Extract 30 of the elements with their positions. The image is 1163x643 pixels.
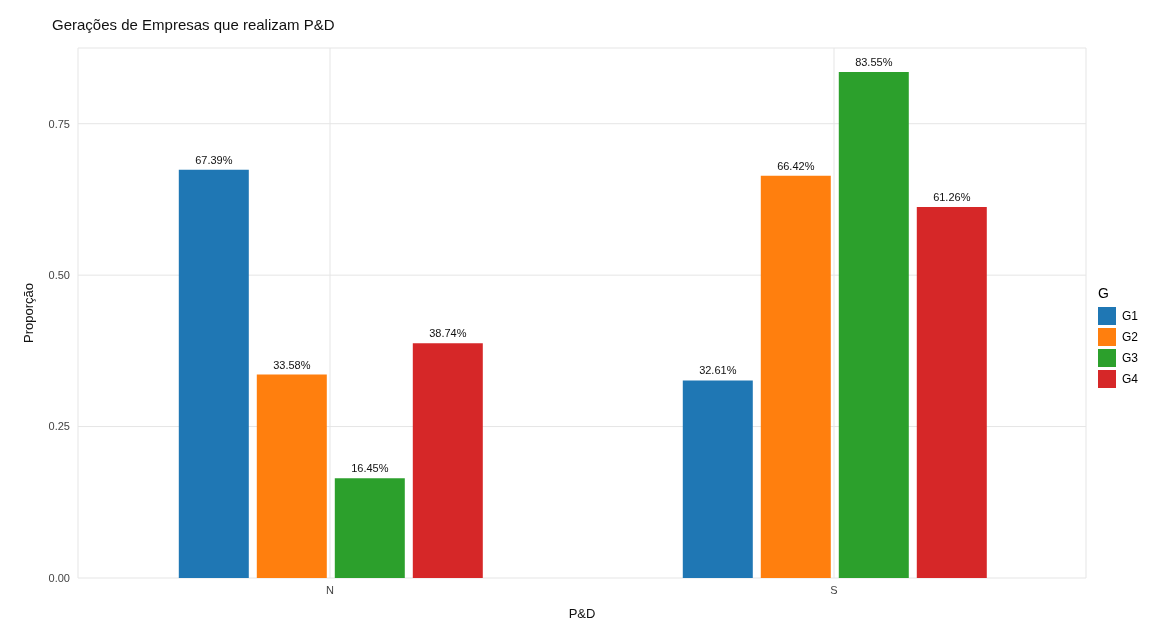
x-axis-title: P&D — [568, 606, 596, 621]
data-label: 33.58% — [273, 358, 311, 371]
legend-label: G4 — [1121, 372, 1138, 386]
legend-label: G2 — [1121, 330, 1138, 344]
data-label: 67.39% — [195, 153, 233, 166]
data-label: 16.45% — [351, 462, 389, 475]
x-tick-label: N — [326, 583, 335, 596]
data-label: 66.42% — [777, 159, 815, 172]
bar — [760, 175, 831, 578]
legend-label: G3 — [1121, 351, 1138, 365]
bar — [838, 71, 909, 578]
x-tick-label: S — [830, 583, 838, 596]
data-label: 61.26% — [933, 190, 971, 203]
bar — [256, 374, 327, 578]
y-tick-label: 0.75 — [48, 117, 70, 130]
bar — [916, 206, 987, 578]
y-tick-label: 0.50 — [48, 269, 70, 282]
bar — [412, 343, 483, 578]
bar — [682, 380, 753, 578]
bar — [178, 169, 249, 578]
data-label: 32.61% — [699, 364, 737, 377]
legend-title: G — [1097, 285, 1110, 301]
data-label: 38.74% — [429, 327, 467, 340]
legend-label: G1 — [1121, 309, 1138, 323]
data-label: 83.55% — [855, 55, 893, 68]
y-tick-label: 0.00 — [48, 571, 70, 584]
y-tick-label: 0.25 — [48, 420, 70, 433]
bar — [334, 478, 405, 578]
y-axis-title: Proporção — [20, 283, 36, 343]
chart-title: Gerações de Empresas que realizam P&D — [52, 16, 335, 33]
